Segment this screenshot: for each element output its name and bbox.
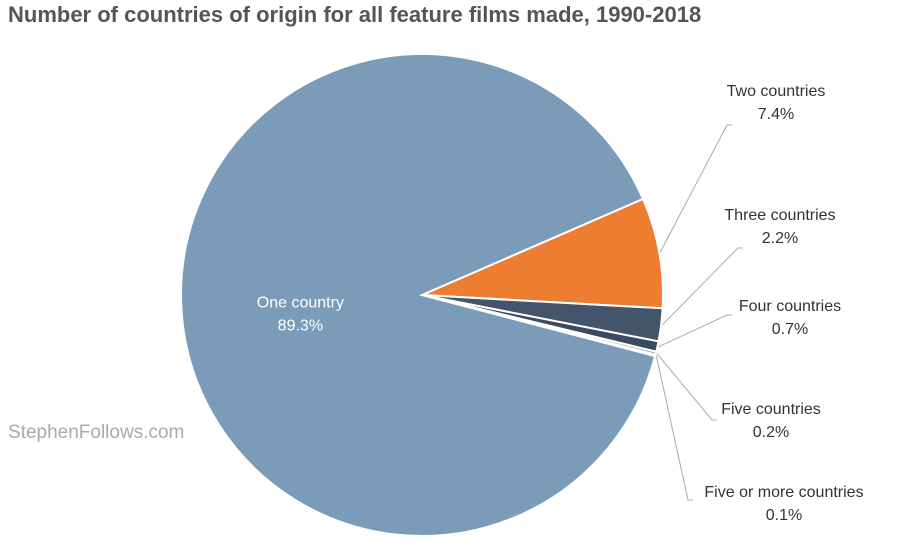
value-label: 0.7% [772,321,808,338]
pie-slice [180,53,657,537]
slice-label: Four countries [739,298,841,315]
leader-line [655,355,693,501]
value-label: 0.1% [766,507,802,524]
leader-line [661,247,743,326]
leader-line [658,314,732,348]
leader-line [656,353,717,421]
value-label: 0.2% [753,424,789,441]
slice-label: Five or more countries [704,484,863,501]
slice-label: One country [257,295,344,312]
value-label: 2.2% [762,230,798,247]
leader-line [659,124,732,253]
slice-label: Two countries [727,83,826,100]
slice-label: Three countries [724,207,835,224]
chart-title: Number of countries of origin for all fe… [8,2,701,27]
value-label: 7.4% [758,106,794,123]
pie-slice [421,197,664,310]
watermark: StephenFollows.com [8,422,184,443]
slice-label: Five countries [721,401,821,418]
value-label: 89.3% [278,318,323,335]
